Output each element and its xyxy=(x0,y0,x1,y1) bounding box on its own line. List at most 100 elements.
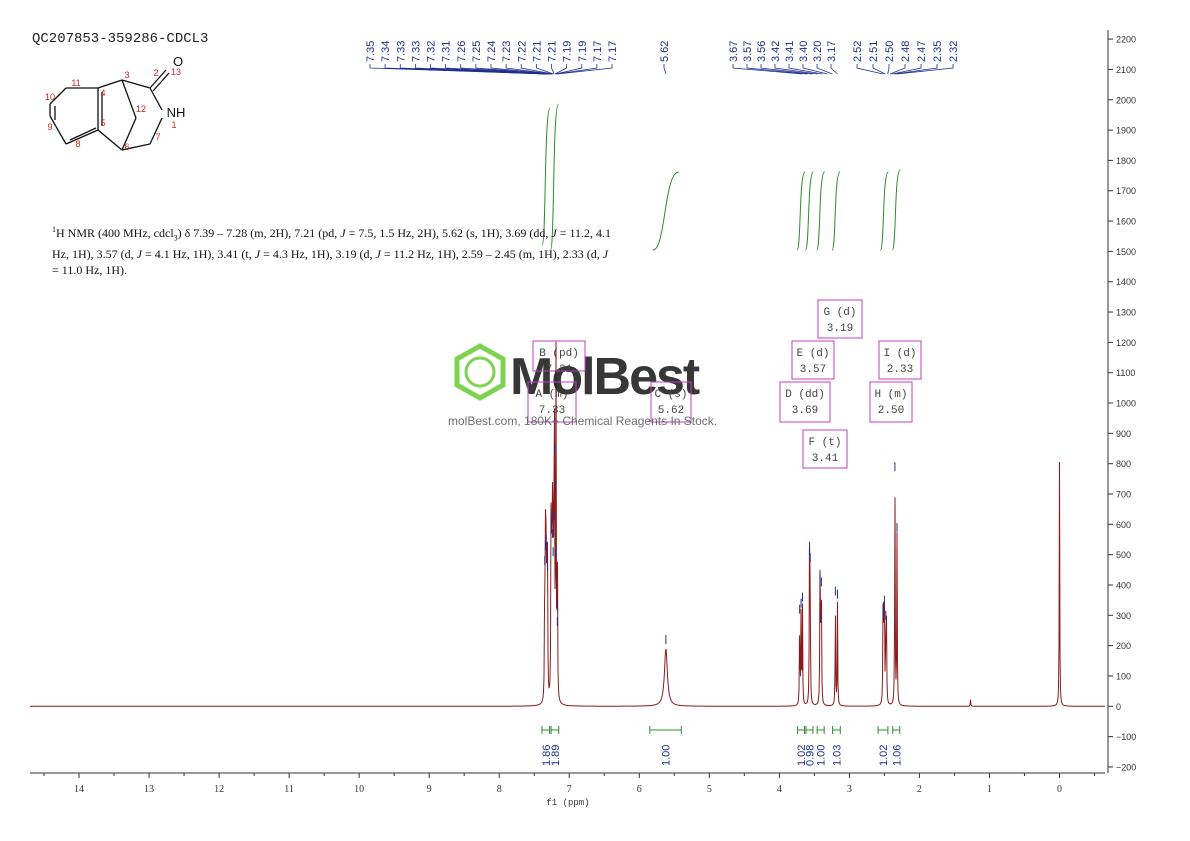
peak-label-leader xyxy=(520,64,553,75)
nmr-description: 1H NMR (400 MHz, cdcl3) δ 7.39 – 7.28 (m… xyxy=(52,222,612,278)
peak-label-leader xyxy=(887,64,890,75)
x-tick-label: 3 xyxy=(847,784,852,795)
subscript: 3 xyxy=(173,233,178,243)
bond xyxy=(121,79,137,119)
peak-label: 7.25 xyxy=(471,41,483,62)
y-tick-label: 300 xyxy=(1116,611,1131,621)
peak-label-leader xyxy=(535,64,554,75)
peak-label: 7.35 xyxy=(365,41,377,62)
integral-label: 0.98 xyxy=(804,745,816,766)
peak-label-leader xyxy=(760,64,813,75)
bond xyxy=(97,129,123,151)
x-tick-label: 12 xyxy=(214,784,224,795)
nmr-text-part: = 4.3 Hz, 1H), 3.19 (d, xyxy=(260,247,376,262)
peak-label: 7.19 xyxy=(562,41,574,62)
peak-label-leader xyxy=(460,64,550,75)
coupling-j: J xyxy=(136,247,142,262)
y-tick-label: 800 xyxy=(1116,459,1131,469)
x-tick-label: 10 xyxy=(354,784,364,795)
x-tick-label: 1 xyxy=(987,784,992,795)
peak-label-leader xyxy=(551,64,555,75)
integral-label: 1.03 xyxy=(831,745,843,766)
nmr-text-part: H NMR (400 MHz, cdcl xyxy=(56,226,174,240)
peak-label-leader xyxy=(554,64,568,75)
atom-number-label: 11 xyxy=(71,78,80,88)
peak-label: 5.62 xyxy=(659,41,671,62)
spectrum-line xyxy=(30,341,1105,707)
x-tick-label: 0 xyxy=(1057,784,1062,795)
y-tick-label: 1000 xyxy=(1116,399,1136,409)
atom-number-label: 9 xyxy=(47,122,52,132)
peak-label: 7.31 xyxy=(441,41,453,62)
nmr-text-part: = 4.1 Hz, 1H), 3.41 (t, xyxy=(141,247,255,262)
peak-label-leader xyxy=(490,64,552,75)
molbest-logo: MolBest xyxy=(454,343,702,406)
multiplet-name: D (dd) xyxy=(785,389,825,401)
peak-label: 7.22 xyxy=(516,41,528,62)
peak-label-leader xyxy=(872,64,886,75)
peak-label: 3.57 xyxy=(742,41,754,62)
multiplet-box xyxy=(527,381,577,423)
multiplet-box xyxy=(779,381,831,423)
x-tick-label: 7 xyxy=(567,784,572,795)
multiplet-boxes: A (m) 7.33 B (pd) 7.21 C (s) 5.62 D (dd) 3.69 E … xyxy=(527,299,922,469)
bond xyxy=(121,117,137,151)
x-tick-label: 6 xyxy=(637,784,642,795)
multiplet-name: B (pd) xyxy=(539,348,579,360)
nmr-text-part: = 11.2 Hz, 1H), 2.59 – 2.45 (m, 1H), 2.3… xyxy=(380,247,603,262)
y-tick-label: 2100 xyxy=(1116,65,1136,75)
atom-number-label: 10 xyxy=(45,92,55,102)
multiplet-name: E (d) xyxy=(796,348,829,360)
peak-label: 3.40 xyxy=(798,41,810,62)
peak-label: 2.47 xyxy=(916,41,928,62)
y-tick-label: 2200 xyxy=(1116,35,1136,45)
bond xyxy=(97,79,123,89)
y-tick-label: 400 xyxy=(1116,580,1131,590)
multiplet-value: 7.21 xyxy=(546,364,573,376)
peak-label: 2.35 xyxy=(932,41,944,62)
multiplet-box xyxy=(878,340,922,380)
x-axis: 14 13 12 11 10 9 8 7 6 5 4 3 2 1 0 xyxy=(43,773,1095,795)
bond xyxy=(65,129,99,145)
y-tick-label: 1600 xyxy=(1116,217,1136,227)
bond xyxy=(49,87,67,105)
peak-label-leader xyxy=(892,64,922,75)
multiplet-box xyxy=(791,340,835,380)
integral-label: 1.02 xyxy=(878,745,890,766)
y-axis: 2200210020001900180017001600150014001300… xyxy=(1108,35,1136,772)
peak-label: 7.19 xyxy=(577,41,589,62)
integral-curve xyxy=(879,171,889,251)
coupling-j: J xyxy=(254,247,261,262)
peak-label: 3.20 xyxy=(812,41,824,62)
peak-label: 7.24 xyxy=(486,41,498,62)
integral-label: 1.86 xyxy=(541,745,553,766)
peak-label-leader xyxy=(896,64,954,75)
y-tick-label: 1400 xyxy=(1116,277,1136,287)
peak-label: 7.21 xyxy=(531,41,543,62)
nmr-text-part: ) δ 7.39 – 7.28 (m, 2H), 7.21 (pd, xyxy=(177,226,341,240)
sample-id: QC207853-359286-CDCL3 xyxy=(32,31,209,47)
superscript: 1 xyxy=(52,225,56,234)
multiplet-box xyxy=(869,381,913,423)
multiplet-name: F (t) xyxy=(808,437,841,449)
peak-label: 7.26 xyxy=(456,41,468,62)
integral-curve xyxy=(804,171,814,251)
peak-label: 3.17 xyxy=(826,41,838,62)
x-tick-label: 11 xyxy=(284,784,294,795)
nmr-text-part: = 11.2, 4.1 Hz, 1H), 3.57 (d, xyxy=(52,226,612,262)
y-tick-label: 500 xyxy=(1116,550,1131,560)
integral-label: 1.00 xyxy=(661,745,673,766)
peak-label-leader xyxy=(746,64,808,75)
multiplet-value: 3.57 xyxy=(800,364,826,376)
peak-label-leader xyxy=(557,64,613,75)
integral-label: 1.02 xyxy=(796,745,808,766)
x-axis-label: f1 (ppm) xyxy=(546,798,589,808)
peak-label: 2.52 xyxy=(852,41,864,62)
integral-curve xyxy=(550,103,560,251)
y-tick-label: 900 xyxy=(1116,429,1131,439)
multiplet-value: 7.33 xyxy=(539,405,565,417)
peak-label: 2.48 xyxy=(900,41,912,62)
bond xyxy=(121,79,151,89)
y-tick-label: 1500 xyxy=(1116,247,1136,257)
